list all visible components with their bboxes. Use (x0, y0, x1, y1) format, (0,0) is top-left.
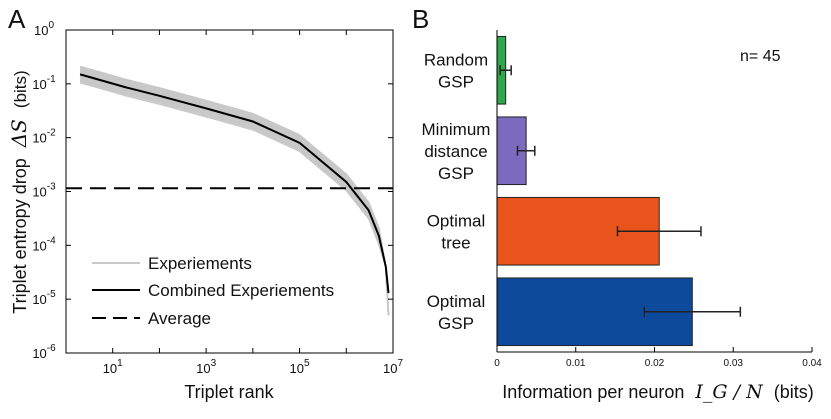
category-labels-b: Random GSP Minimum distance GSP Optimal tree Op… (422, 50, 491, 333)
x-axis-label-a: Triplet rank (184, 382, 274, 402)
category-label: Optimal tree (427, 211, 486, 252)
legend-label-combined: Combined Experiements (148, 281, 334, 300)
x-tick-label-b: 0.03 (724, 358, 744, 369)
y-axis-label-text: Triplet entropy drop (10, 158, 30, 313)
experiment-curve (79, 68, 390, 316)
bars-b (496, 35, 742, 347)
x-tick-label-b: 0 (494, 358, 500, 369)
y-tick-label-a: 10-4 (32, 235, 56, 253)
experiment-curve (79, 65, 390, 316)
series-lines (66, 73, 393, 294)
x-ticks-b: 0 0.01 0.02 0.03 0.04 (494, 347, 822, 369)
x-axis-label-math: I_G / N (694, 381, 764, 403)
x-tick-label-a: 103 (196, 358, 216, 376)
y-axis-label-unit: (bits) (11, 70, 30, 108)
x-axis-label-unit: (bits) (774, 382, 814, 402)
y-ticks-a: 100 10-1 10-2 10-3 10-4 10-5 10-6 (32, 20, 393, 361)
sample-size-annotation: n= 45 (740, 48, 781, 65)
y-tick-label-a: 10-1 (32, 74, 56, 92)
y-axis-label-math: ΔS (7, 119, 31, 148)
legend-label-average: Average (148, 309, 211, 328)
x-tick-label-b: 0.02 (645, 358, 665, 369)
category-label: Minimum distance GSP (422, 120, 491, 183)
panel-b: B Random GSP Minimum distance GSP Optimal tree… (412, 4, 822, 403)
svg-text:Triplet entropy drop Δ: Triplet entropy drop ΔS (bits) (7, 70, 31, 313)
category-label: Random GSP (424, 50, 488, 91)
legend-a: Experiements Combined Experiements Avera… (92, 254, 334, 328)
y-tick-label-a: 10-2 (32, 128, 56, 146)
y-axis-label-a: Triplet entropy drop ΔS (bits) (7, 70, 31, 313)
panel-a-letter: A (8, 4, 26, 34)
experiment-curve (79, 69, 390, 316)
experiment-curves (79, 65, 390, 316)
x-axis-label-b: Information per neuron I_G / N (bits) (502, 381, 813, 403)
x-tick-label-a: 101 (103, 358, 123, 376)
y-tick-label-a: 10-5 (32, 289, 56, 307)
x-tick-label-b: 0.01 (566, 358, 586, 369)
x-tick-label-b: 0.04 (802, 358, 822, 369)
y-tick-label-a: 10-3 (32, 182, 56, 200)
panel-a: A 101 103 105 107 10010-110-210-310-410-510… (7, 4, 403, 402)
experiment-curve (79, 66, 390, 316)
y-tick-label-a: 10-6 (32, 343, 56, 361)
experiment-curve (79, 67, 390, 316)
combined-line (79, 73, 390, 294)
x-ticks-a: 101 103 105 107 (65, 30, 403, 376)
x-tick-label-a: 105 (290, 358, 310, 376)
x-axis-label-text: Information per neuron (502, 382, 684, 402)
panel-b-letter: B (412, 4, 429, 34)
legend-label-experiments: Experiements (148, 254, 252, 273)
category-label: Optimal GSP (427, 292, 486, 333)
x-tick-label-a: 107 (383, 358, 403, 376)
y-tick-label-a: 100 (34, 20, 54, 38)
